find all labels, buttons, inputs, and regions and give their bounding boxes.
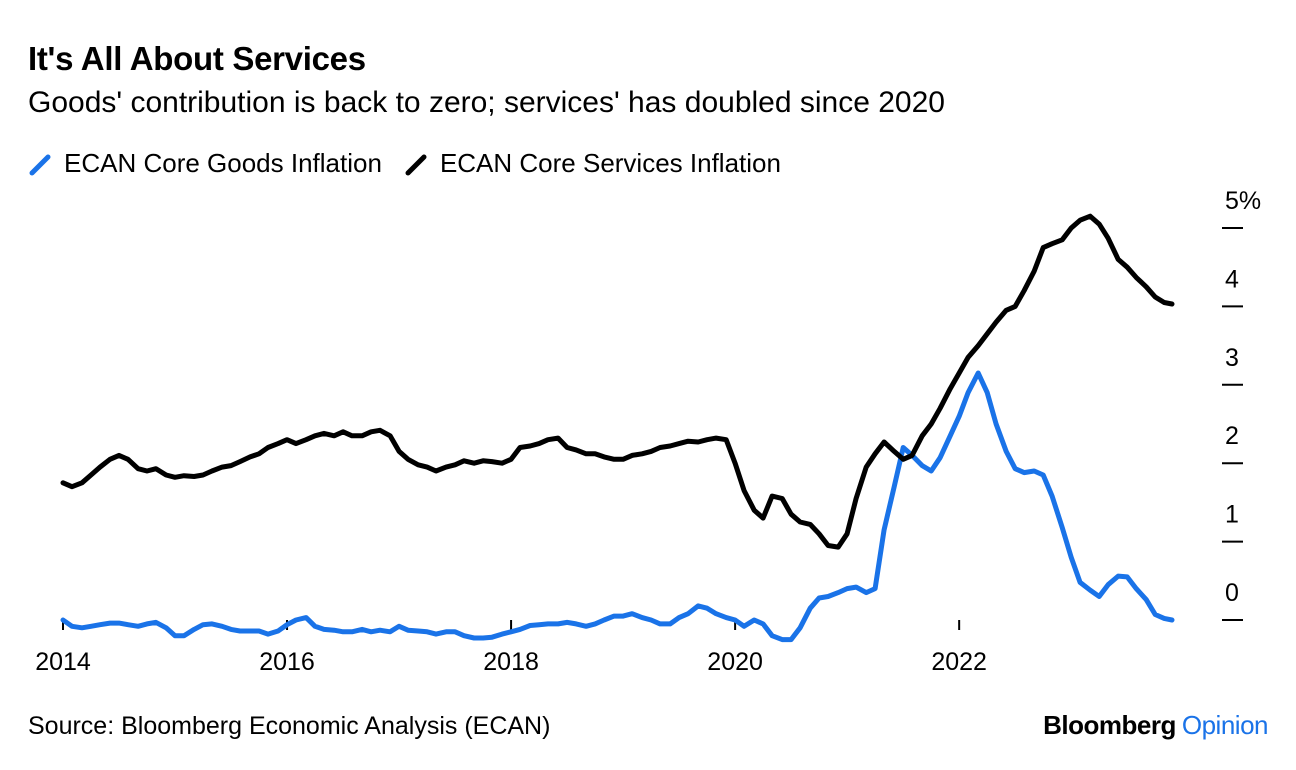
x-tick-label-2016: 2016 [259,648,315,676]
series-layer [60,213,1175,643]
x-tick-label-2014: 2014 [35,648,91,676]
chart-subtitle: Goods' contribution is back to zero; ser… [28,86,945,119]
legend-label-services: ECAN Core Services Inflation [439,148,781,178]
x-tick-label-2020: 2020 [707,648,763,676]
source-note: Source: Bloomberg Economic Analysis (ECA… [28,712,551,740]
brand-opinion: Opinion [1181,710,1269,740]
legend-swatch-goods [29,154,51,175]
legend-label-goods: ECAN Core Goods Inflation [64,148,382,178]
brand-bloomberg: Bloomberg [1043,710,1176,740]
legend-swatch-services [405,154,427,175]
x-tick-label-2018: 2018 [483,648,539,676]
series-line-core-services [60,213,1175,550]
chart-legend: ECAN Core Goods Inflation ECAN Core Serv… [28,148,803,179]
y-tick-label-4: 4 [1225,265,1239,293]
x-axis: 2014 2016 2018 2020 2022 [35,620,987,676]
brand-logo: Bloomberg Opinion [1043,710,1268,741]
y-axis: 0 1 2 3 4 5% [1222,187,1261,621]
y-tick-label-5: 5% [1225,187,1261,215]
chart-title: It's All About Services [28,40,366,77]
series-line-core-goods [60,370,1175,643]
legend-item-goods: ECAN Core Goods Inflation [28,148,382,179]
y-tick-label-1: 1 [1225,501,1239,529]
x-tick-label-2022: 2022 [931,648,987,676]
y-tick-label-2: 2 [1225,422,1239,450]
legend-item-services: ECAN Core Services Inflation [404,148,781,179]
y-tick-label-3: 3 [1225,344,1239,372]
y-tick-label-0: 0 [1225,579,1239,607]
